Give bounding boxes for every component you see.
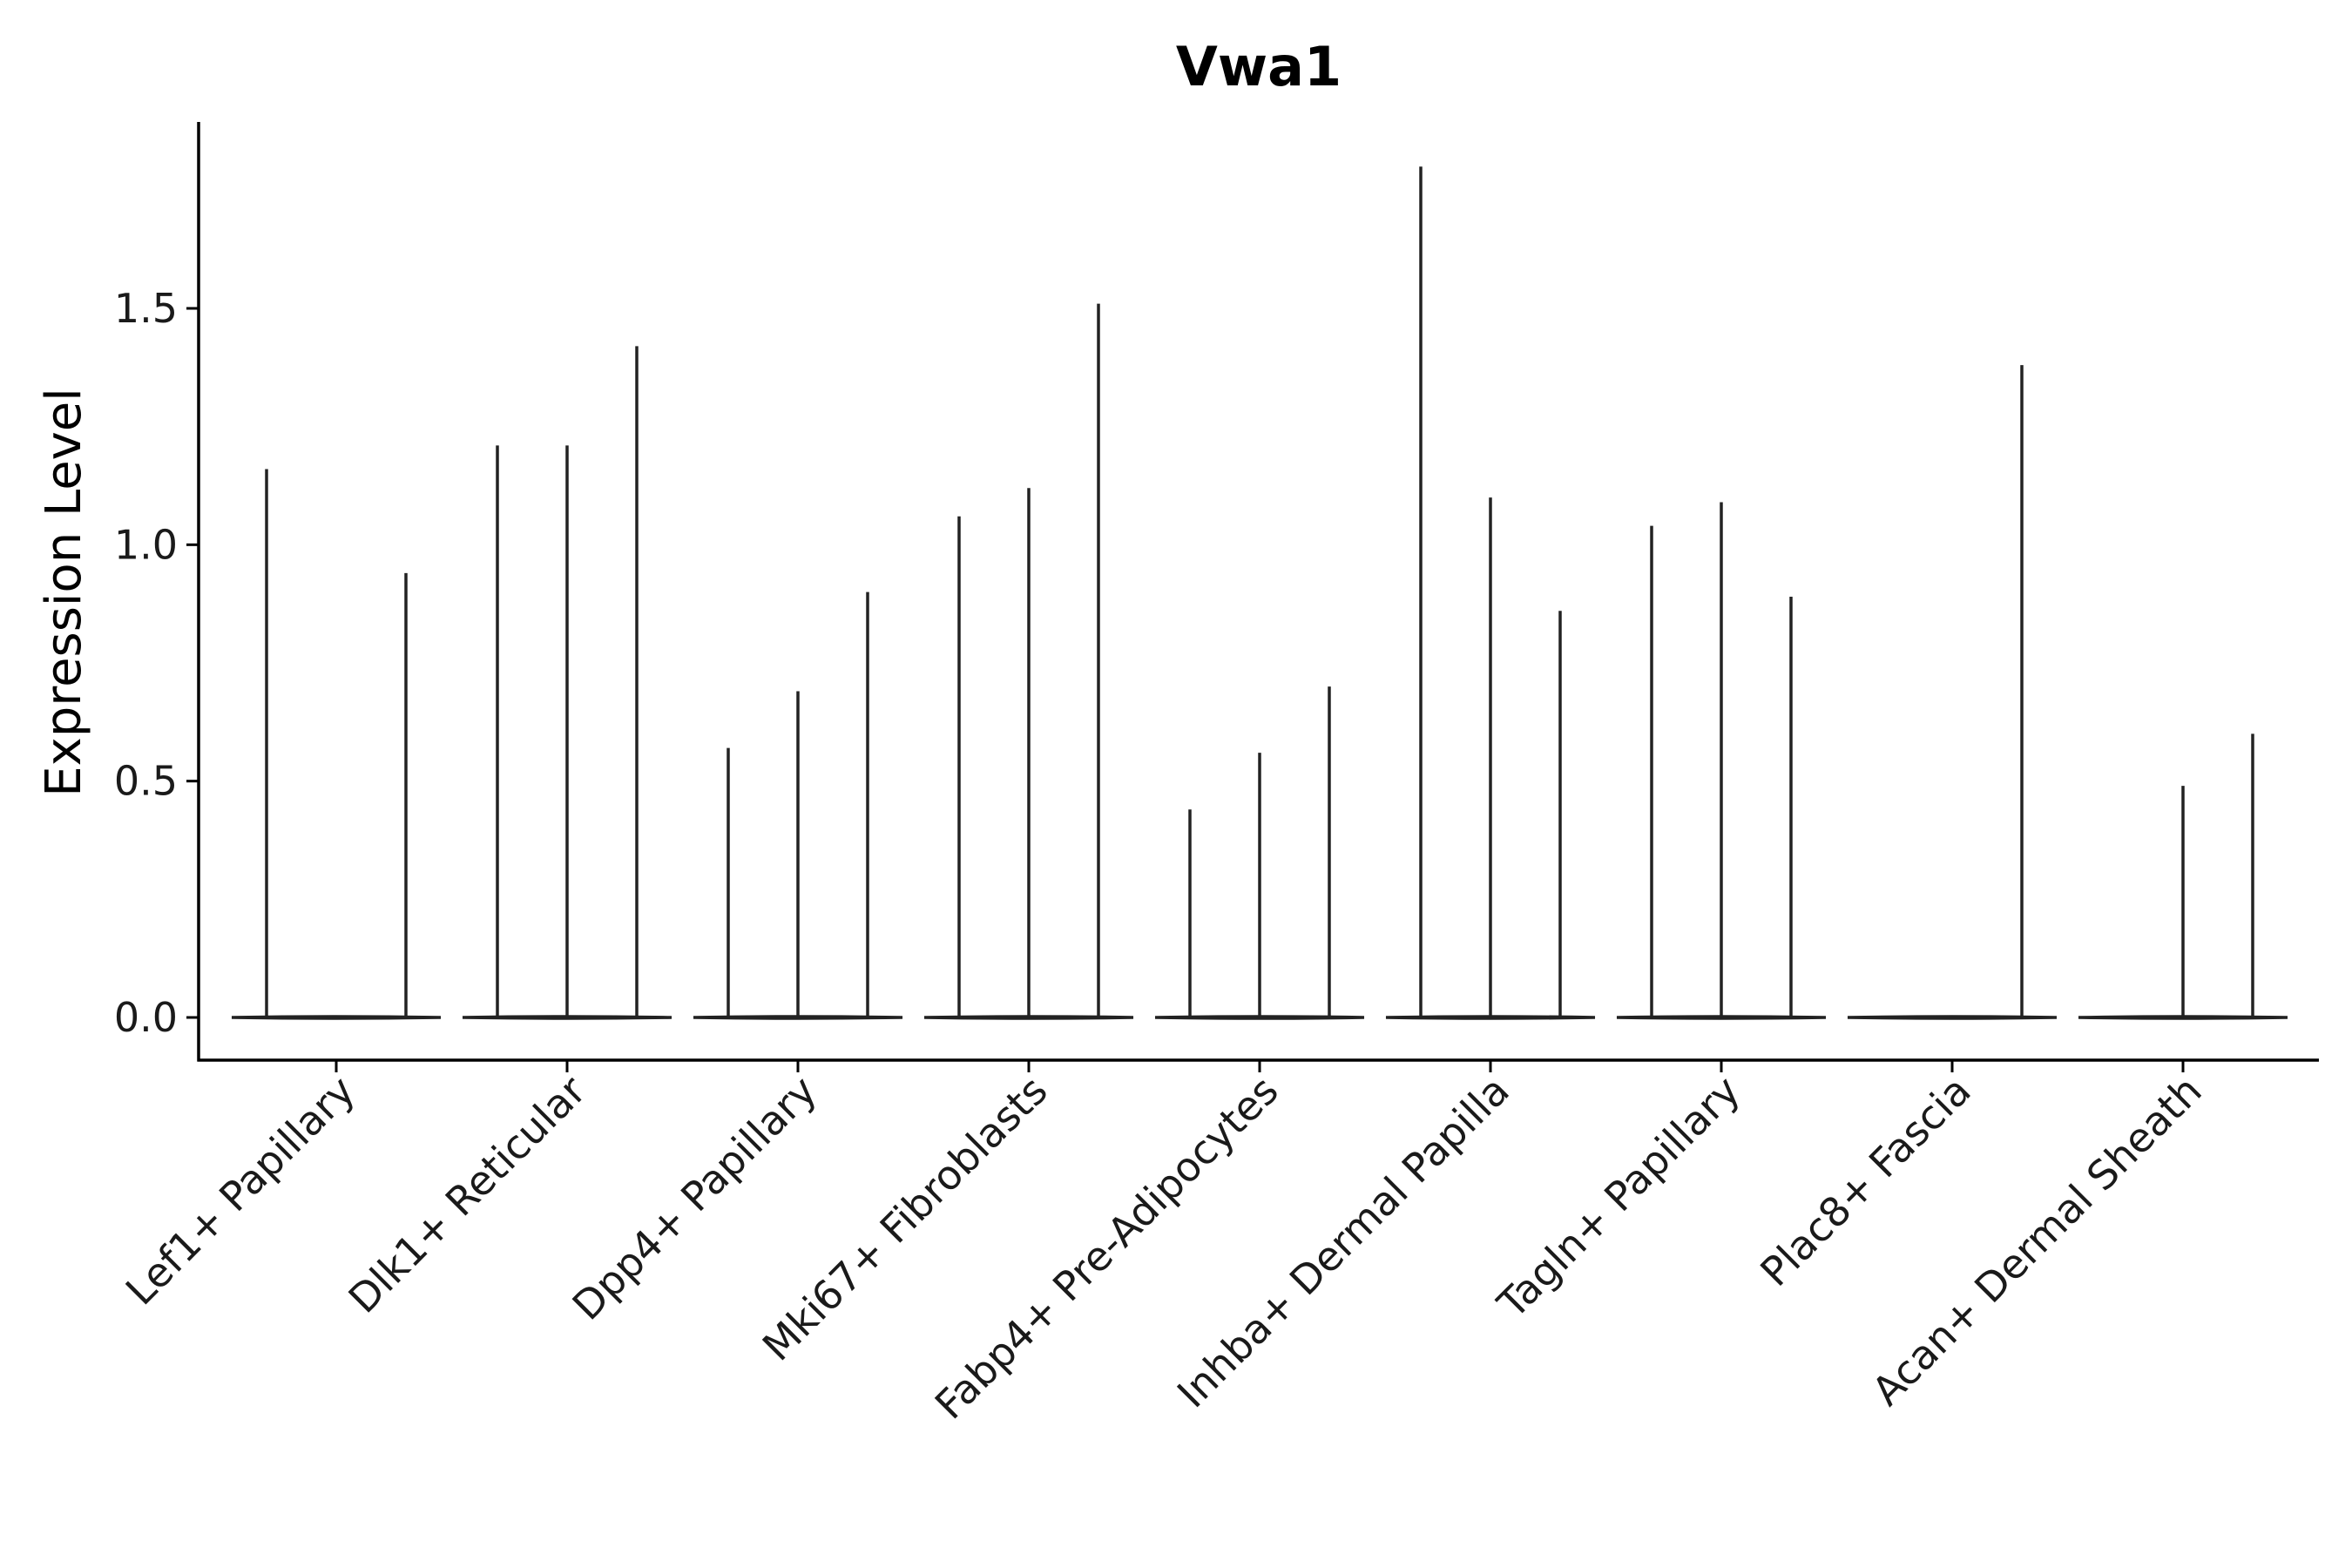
violin-group	[693, 591, 903, 1020]
violin-group	[1847, 365, 2058, 1020]
violin-group	[1385, 166, 1596, 1020]
y-tick-label: 0.5	[114, 758, 178, 805]
violin-body	[231, 1015, 442, 1020]
y-axis: 0.0 0.5 1.0 1.5	[114, 122, 200, 1062]
plot-area	[231, 166, 2288, 1020]
violin-group	[462, 346, 672, 1020]
x-tick-label: Plac8+ Fascia	[1751, 1067, 1979, 1295]
x-tick-label: Dlk1+ Reticular	[340, 1067, 595, 1322]
violin-group	[231, 469, 442, 1020]
y-axis-label: Expression Level	[36, 388, 92, 797]
violin-group	[1154, 686, 1365, 1020]
violin-body	[1847, 1015, 2058, 1020]
x-tick-label: Lef1+ Papillary	[117, 1067, 364, 1315]
chart-title: Vwa1	[1176, 35, 1342, 98]
violin-group	[923, 303, 1134, 1020]
x-tick-label: Tagln+ Papillary	[1488, 1067, 1749, 1328]
y-tick-label: 1.0	[114, 521, 178, 568]
violin-group	[2078, 733, 2288, 1020]
y-tick-label: 1.5	[114, 285, 178, 332]
x-tick-label: Dpp4+ Papillary	[564, 1067, 826, 1329]
violin-group	[1616, 502, 1827, 1020]
y-tick-label: 0.0	[114, 994, 178, 1041]
